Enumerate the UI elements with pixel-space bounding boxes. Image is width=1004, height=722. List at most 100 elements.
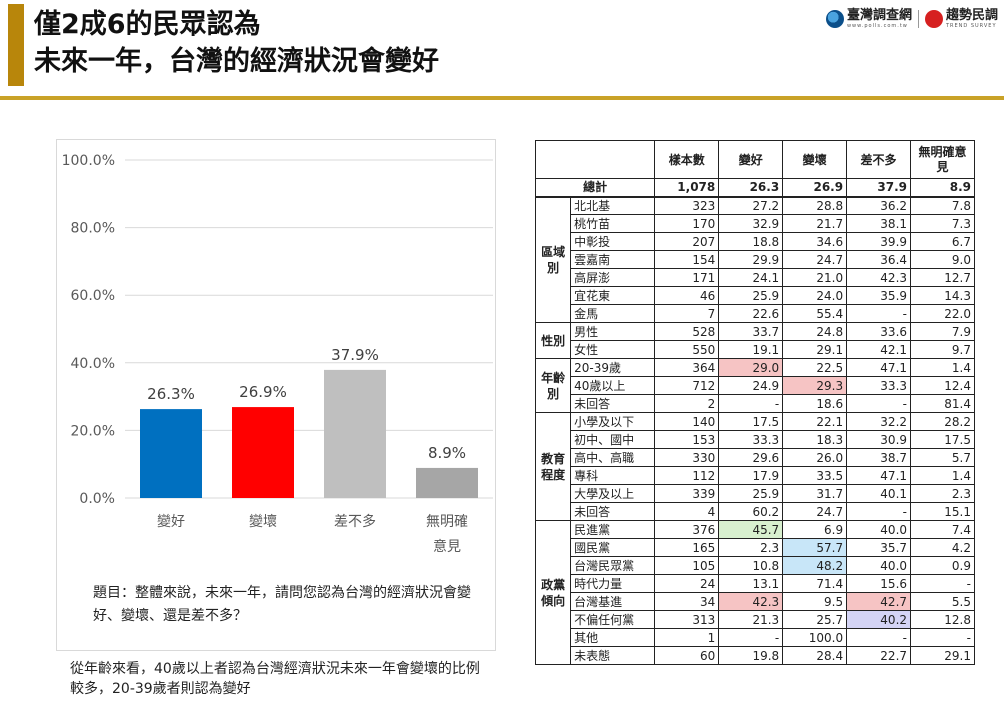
table-cell: 1 xyxy=(654,628,720,647)
x-category-label: 變壞 xyxy=(249,514,277,530)
polls-logo-text: 臺灣調查網 xyxy=(846,8,912,23)
table-cell: 313 xyxy=(654,610,720,629)
table-cell: 42.3 xyxy=(846,268,912,287)
header-rule xyxy=(0,96,1004,100)
table-cell: 25.9 xyxy=(718,286,784,305)
table-cell: 323 xyxy=(654,196,720,215)
table-cell: 22.7 xyxy=(846,646,912,665)
table-cell: 40.0 xyxy=(846,520,912,539)
row-label: 初中、國中 xyxy=(570,430,656,449)
table-cell: 18.8 xyxy=(718,232,784,251)
table-row: 台灣民眾黨 105 10.8 48.2 40.0 0.9 xyxy=(536,556,975,575)
table-cell: 33.7 xyxy=(718,322,784,341)
header-corner xyxy=(534,140,656,179)
table-row: 不偏任何黨 313 21.3 25.7 40.2 12.8 xyxy=(536,610,975,629)
page-title-line2: 未來一年，台灣的經濟狀況會變好 xyxy=(34,46,439,77)
table-cell: 38.1 xyxy=(846,214,912,233)
table-cell: 40.2 xyxy=(846,610,912,629)
table-cell: 13.1 xyxy=(718,574,784,593)
bar xyxy=(140,409,202,498)
table-cell: 31.7 xyxy=(782,484,848,503)
table-cell: 550 xyxy=(654,340,720,359)
row-label: 雲嘉南 xyxy=(570,250,656,269)
total-label: 總計 xyxy=(534,178,656,198)
table-cell: 7.8 xyxy=(910,196,975,215)
polls-logo-sub: www.polls.com.tw xyxy=(846,23,908,29)
table-cell: 40.0 xyxy=(846,556,912,575)
x-category-label: 意見 xyxy=(433,538,461,555)
table-row: 年齡別 20-39歲 364 29.0 22.5 47.1 1.4 xyxy=(534,358,975,413)
header-worse: 變壞 xyxy=(782,140,848,179)
table-cell: 36.2 xyxy=(846,196,912,215)
group-label: 教育程度 xyxy=(534,412,572,521)
bar xyxy=(232,407,294,498)
table-cell: 7.3 xyxy=(910,214,975,233)
crosstab-table: 樣本數 變好 變壞 差不多 無明確意見 總計 1,078 26.3 26.9 3… xyxy=(534,140,975,665)
table-cell: 40.1 xyxy=(846,484,912,503)
row-label: 未回答 xyxy=(570,502,656,521)
table-cell: 4 xyxy=(654,502,720,521)
trend-logo-sub: TREND SURVEY xyxy=(945,23,997,29)
total-cell: 26.3 xyxy=(718,178,784,198)
data-label: 37.9% xyxy=(331,346,379,364)
table-cell: 112 xyxy=(654,466,720,485)
logo-divider xyxy=(917,9,919,28)
polls-logo-icon xyxy=(825,9,844,28)
table-cell: 42.7 xyxy=(846,592,912,611)
group-label: 年齡別 xyxy=(534,358,572,413)
table-cell: 22.1 xyxy=(782,412,848,431)
table-cell: 28.2 xyxy=(910,412,975,431)
table-cell: 45.7 xyxy=(718,520,784,539)
table-cell: 12.4 xyxy=(910,376,975,395)
table-cell: 28.8 xyxy=(782,196,848,215)
table-cell: 29.1 xyxy=(782,340,848,359)
row-label: 20-39歲 xyxy=(570,358,656,377)
table-cell: 10.8 xyxy=(718,556,784,575)
row-label: 金馬 xyxy=(570,304,656,323)
table-cell: 33.6 xyxy=(846,322,912,341)
table-cell: 38.7 xyxy=(846,448,912,467)
table-cell: - xyxy=(718,394,784,413)
table-row: 未回答 4 60.2 24.7-15.1 xyxy=(536,502,975,521)
table-row: 40歲以上 712 24.9 29.3 33.3 12.4 xyxy=(536,376,975,395)
header-no-opinion: 無明確意見 xyxy=(910,140,975,179)
row-label: 高屏澎 xyxy=(570,268,656,287)
table-cell: 7 xyxy=(654,304,720,323)
table-cell: 35.7 xyxy=(846,538,912,557)
row-label: 不偏任何黨 xyxy=(570,610,656,629)
bar-chart: 0.0% 20.0% 40.0% 60.0% 80.0% 100.0% 26.3% 變好 26.… xyxy=(62,153,493,555)
y-tick-label: 40.0% xyxy=(71,356,115,372)
table-total-row: 總計 1,078 26.3 26.9 37.9 8.9 xyxy=(534,178,975,198)
table-header-row: 樣本數 變好 變壞 差不多 無明確意見 xyxy=(534,140,975,179)
table-row: 時代力量 24 13.1 71.4 15.6- xyxy=(536,574,975,593)
table-cell: 140 xyxy=(654,412,720,431)
total-cell: 8.9 xyxy=(910,178,975,198)
table-row: 台灣基進 34 42.3 9.5 42.7 5.5 xyxy=(536,592,975,611)
table-row: 教育程度 小學及以下 140 17.5 22.1 32.2 28.2 xyxy=(534,412,975,521)
row-label: 其他 xyxy=(570,628,656,647)
row-label: 未回答 xyxy=(570,394,656,413)
table-cell: 32.2 xyxy=(846,412,912,431)
table-row: 其他 1-100.0- - xyxy=(536,628,975,647)
data-label: 26.9% xyxy=(239,383,287,401)
table-cell: 21.3 xyxy=(718,610,784,629)
table-cell: 24.1 xyxy=(718,268,784,287)
table-cell: - xyxy=(846,628,912,647)
table-cell: 165 xyxy=(654,538,720,557)
row-label: 中彰投 xyxy=(570,232,656,251)
table-cell: 22.6 xyxy=(718,304,784,323)
bar xyxy=(416,467,478,498)
group-label: 性別 xyxy=(534,322,572,359)
table-cell: 15.6 xyxy=(846,574,912,593)
table-cell: 29.6 xyxy=(718,448,784,467)
group-label: 區域別 xyxy=(534,196,572,323)
table-cell: 29.0 xyxy=(718,358,784,377)
table-row: 性別 男性 528 33.7 24.8 33.6 7.9 xyxy=(534,322,975,359)
polls-logo: 臺灣調查網 www.polls.com.tw xyxy=(825,8,912,29)
table-cell: - xyxy=(846,502,912,521)
table-cell: 18.3 xyxy=(782,430,848,449)
table-row: 政黨傾向 民進黨 376 45.7 6.9 40.0 7.4 xyxy=(534,520,975,665)
header-sample: 樣本數 xyxy=(654,140,720,179)
table-cell: 60 xyxy=(654,646,720,665)
table-cell: 46 xyxy=(654,286,720,305)
